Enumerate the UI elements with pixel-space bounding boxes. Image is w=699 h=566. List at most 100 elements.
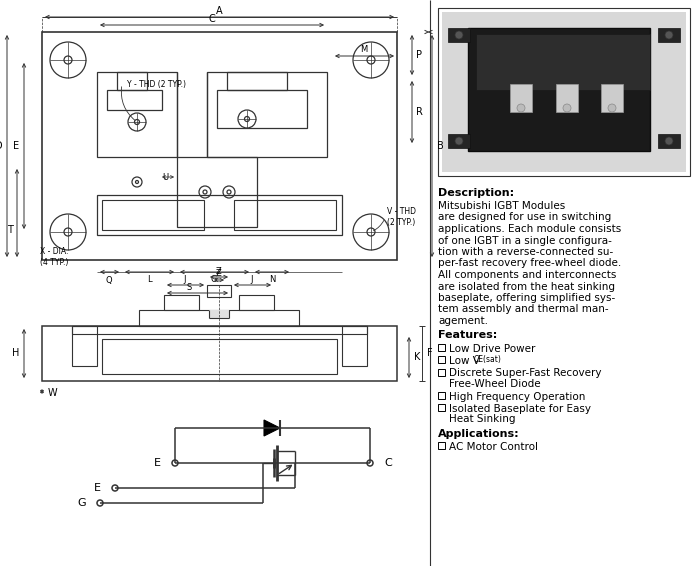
Bar — [42, 32, 397, 260]
Bar — [438, 368, 445, 375]
Text: Discrete Super-Fast Recovery: Discrete Super-Fast Recovery — [449, 368, 602, 379]
Bar — [97, 72, 177, 157]
Text: AC Motor Control: AC Motor Control — [449, 442, 538, 452]
Text: tem assembly and thermal man-: tem assembly and thermal man- — [438, 305, 609, 315]
Bar — [448, 28, 470, 42]
Text: Applications:: Applications: — [438, 429, 519, 439]
Text: E: E — [13, 141, 19, 151]
Text: (4 TYP.): (4 TYP.) — [40, 258, 69, 267]
Text: are isolated from the heat sinking: are isolated from the heat sinking — [438, 281, 615, 291]
Bar — [658, 134, 680, 148]
Text: Low Drive Power: Low Drive Power — [449, 344, 535, 354]
Bar — [107, 90, 162, 110]
Text: F: F — [427, 348, 433, 358]
Circle shape — [517, 104, 525, 112]
Bar — [207, 285, 231, 297]
Bar — [468, 28, 650, 151]
Text: tion with a reverse-connected su-: tion with a reverse-connected su- — [438, 247, 613, 257]
Text: Isolated Baseplate for Easy: Isolated Baseplate for Easy — [449, 404, 591, 414]
Text: A: A — [216, 6, 222, 16]
Bar — [342, 326, 367, 366]
Bar — [476, 34, 650, 90]
Text: Features:: Features: — [438, 331, 497, 341]
Bar — [438, 442, 445, 449]
Bar — [438, 404, 445, 411]
Text: Z: Z — [216, 267, 222, 276]
Bar — [42, 326, 397, 381]
Text: S: S — [187, 282, 192, 291]
Bar — [209, 310, 229, 318]
Text: R: R — [416, 107, 422, 117]
Text: N: N — [269, 276, 275, 285]
Circle shape — [455, 31, 463, 39]
Bar — [117, 72, 147, 90]
Text: T: T — [7, 225, 13, 235]
Bar — [438, 356, 445, 363]
Text: E: E — [154, 458, 161, 468]
Text: Heat Sinking: Heat Sinking — [449, 414, 515, 424]
Text: C: C — [208, 14, 215, 24]
Bar — [164, 295, 199, 310]
Bar — [438, 344, 445, 350]
Text: (2 TYP.): (2 TYP.) — [387, 217, 415, 226]
Text: D: D — [0, 141, 3, 151]
Text: K: K — [414, 352, 420, 362]
Text: U: U — [162, 173, 168, 182]
Bar — [102, 339, 337, 374]
Circle shape — [608, 104, 616, 112]
Bar — [72, 326, 97, 366]
Text: All components and interconnects: All components and interconnects — [438, 270, 617, 280]
Polygon shape — [264, 420, 280, 436]
Text: applications. Each module consists: applications. Each module consists — [438, 224, 621, 234]
Text: W: W — [48, 388, 57, 398]
Text: Q: Q — [106, 276, 113, 285]
Text: baseplate, offering simplified sys-: baseplate, offering simplified sys- — [438, 293, 615, 303]
Text: V - THD: V - THD — [387, 208, 416, 217]
Bar — [227, 72, 287, 90]
Circle shape — [665, 137, 673, 145]
Text: Description:: Description: — [438, 188, 514, 198]
Bar — [510, 84, 532, 112]
Text: M: M — [361, 45, 368, 54]
Text: agement.: agement. — [438, 316, 488, 326]
Text: Y - THD (2 TYP.): Y - THD (2 TYP.) — [127, 79, 186, 88]
Bar — [239, 295, 274, 310]
Text: E: E — [94, 483, 101, 493]
Bar — [72, 326, 367, 334]
Bar — [438, 8, 690, 176]
Text: X - DIA.: X - DIA. — [40, 247, 69, 256]
Bar — [207, 72, 327, 157]
Text: Mitsubishi IGBT Modules: Mitsubishi IGBT Modules — [438, 201, 565, 211]
Text: High Frequency Operation: High Frequency Operation — [449, 392, 585, 401]
Bar — [601, 84, 623, 112]
Bar — [102, 200, 204, 230]
Text: Low V: Low V — [449, 356, 480, 366]
Bar — [234, 200, 336, 230]
Text: C: C — [384, 458, 391, 468]
Text: per-fast recovery free-wheel diode.: per-fast recovery free-wheel diode. — [438, 259, 621, 268]
Text: Free-Wheel Diode: Free-Wheel Diode — [449, 379, 540, 389]
Text: G: G — [211, 276, 217, 285]
Bar — [658, 28, 680, 42]
Bar — [438, 392, 445, 398]
Bar — [448, 134, 470, 148]
Circle shape — [665, 31, 673, 39]
Circle shape — [563, 104, 571, 112]
Text: of one IGBT in a single configura-: of one IGBT in a single configura- — [438, 235, 612, 246]
Text: L: L — [147, 276, 151, 285]
Text: are designed for use in switching: are designed for use in switching — [438, 212, 611, 222]
Text: G: G — [78, 498, 86, 508]
Circle shape — [455, 137, 463, 145]
Text: J: J — [184, 275, 186, 284]
Text: B: B — [437, 141, 443, 151]
Text: J: J — [251, 275, 253, 284]
Bar — [442, 12, 686, 172]
Bar — [217, 90, 307, 128]
Text: CE(sat): CE(sat) — [474, 355, 502, 364]
Bar — [556, 84, 578, 112]
Bar — [97, 195, 342, 235]
Text: P: P — [416, 50, 422, 60]
Bar — [177, 157, 257, 227]
Text: Z: Z — [216, 269, 222, 278]
Text: H: H — [13, 348, 20, 358]
